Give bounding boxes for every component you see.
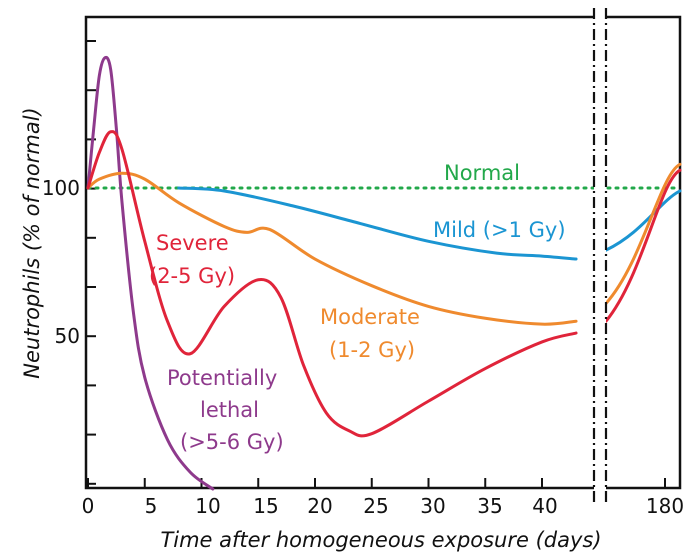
x-tick-label-35: 35	[477, 494, 502, 518]
label-moderate-1: Moderate	[320, 305, 420, 329]
axis-break	[592, 8, 608, 504]
label-severe-2: (2-5 Gy)	[149, 264, 235, 288]
axis-break-gap	[594, 8, 606, 504]
plot-frame	[84, 15, 682, 490]
x-tick-label-40: 40	[532, 494, 557, 518]
series-moderate-line	[86, 171, 578, 326]
x-tick-label-20: 20	[307, 494, 332, 518]
series-severe-line	[86, 130, 578, 438]
label-lethal-1: Potentially	[167, 366, 277, 390]
label-mild: Mild (>1 Gy)	[433, 218, 566, 242]
y-tick-label-50: 50	[55, 324, 80, 348]
x-tick-label-5: 5	[145, 494, 158, 518]
series-lethal-line	[86, 56, 215, 491]
label-normal: Normal	[444, 161, 520, 185]
label-lethal-3: (>5-6 Gy)	[180, 430, 284, 454]
x-axis-title: Time after homogeneous exposure (days)	[160, 528, 601, 552]
x-tick-label-0: 0	[82, 494, 95, 518]
x-tick-label-30: 30	[420, 494, 445, 518]
x-tick-label-25: 25	[363, 494, 388, 518]
x-tick-label-10: 10	[195, 494, 220, 518]
series-severe-recovery-line	[604, 168, 682, 323]
series-layer	[86, 56, 682, 491]
label-lethal-2: lethal	[200, 398, 259, 422]
y-tick-label-100: 100	[42, 176, 80, 200]
x-tick-marks	[87, 478, 666, 488]
label-moderate-2: (1-2 Gy)	[329, 338, 415, 362]
series-mild-line	[177, 186, 578, 261]
x-tick-label-180: 180	[646, 494, 684, 518]
series-mild-recovery-line	[604, 189, 682, 252]
label-severe-1: Severe	[156, 231, 229, 255]
series-moderate-recovery-line	[604, 162, 682, 305]
y-axis-title: Neutrophils (% of normal)	[20, 107, 44, 378]
x-tick-label-15: 15	[253, 494, 278, 518]
